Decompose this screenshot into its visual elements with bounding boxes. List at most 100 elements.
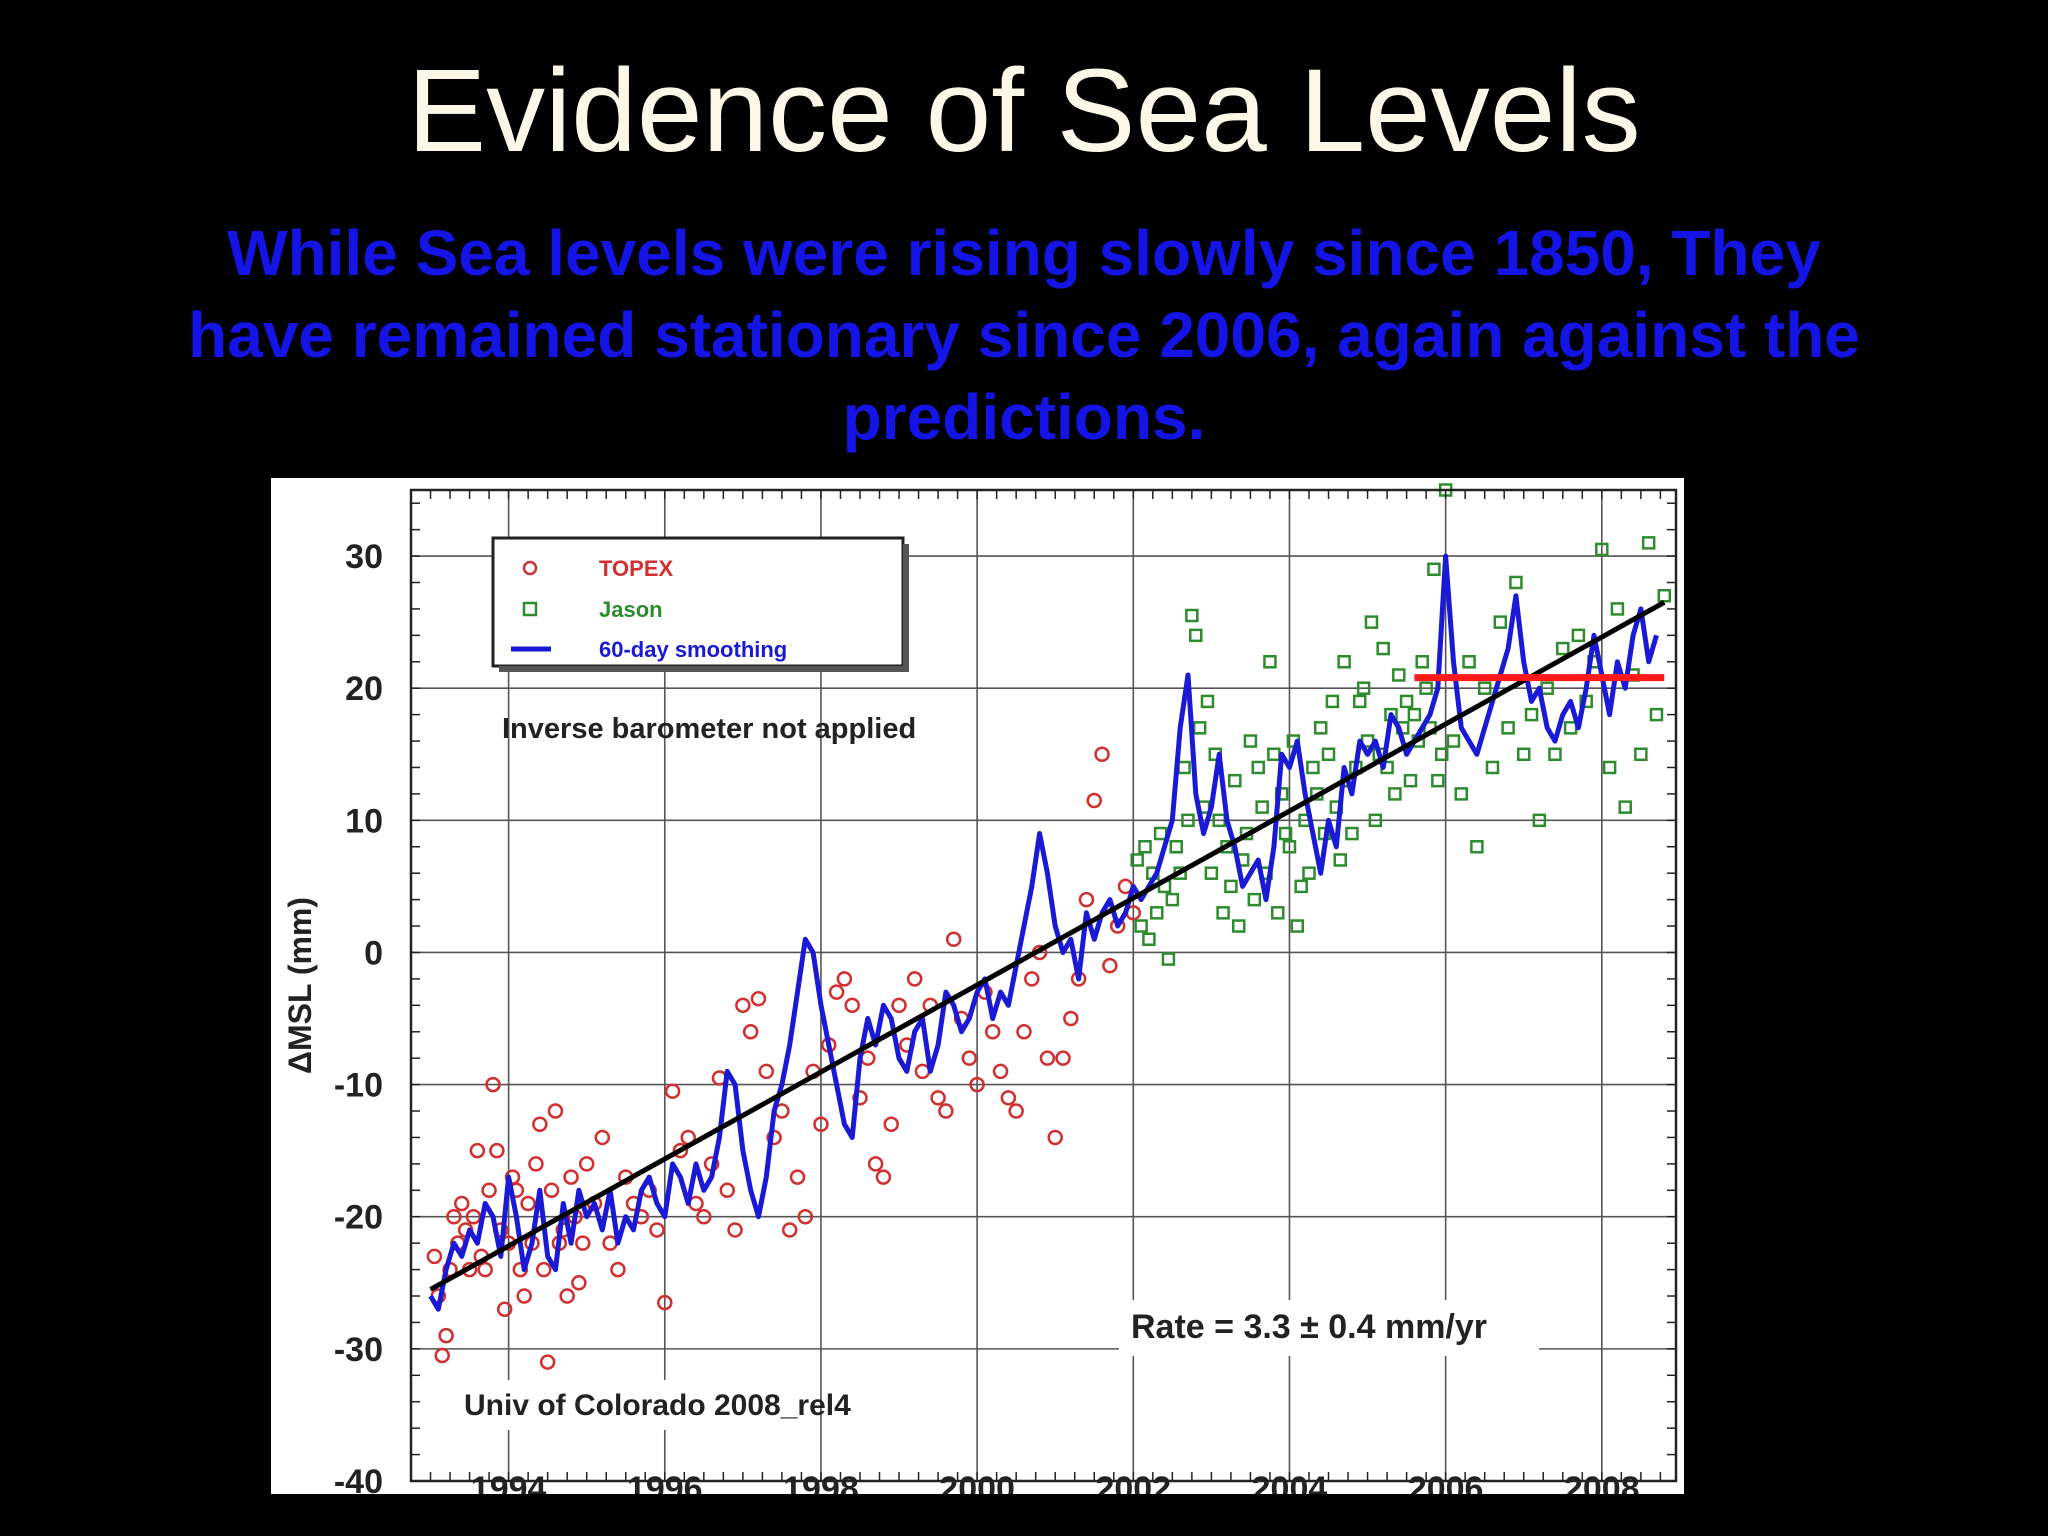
jason-point	[1403, 773, 1418, 788]
jason-point	[1138, 840, 1152, 854]
jason-point	[1407, 707, 1422, 722]
topex-point	[489, 1142, 505, 1159]
jason-point	[1353, 694, 1367, 709]
topex-point	[945, 931, 962, 948]
y-tick-label: -30	[334, 1331, 383, 1369]
jason-point	[1548, 747, 1562, 762]
slide-subtitle: While Sea levels were rising slowly sinc…	[188, 217, 1860, 453]
jason-point	[1142, 932, 1156, 947]
jason-point	[1294, 879, 1308, 894]
jason-point	[1563, 721, 1578, 735]
jason-point	[1130, 853, 1144, 867]
jason-point	[1485, 760, 1500, 775]
topex-point	[984, 1023, 1001, 1040]
jason-point	[1649, 707, 1664, 722]
jason-point	[1306, 760, 1320, 775]
jason-point	[1337, 655, 1351, 669]
jason-point	[1263, 655, 1277, 669]
topex-point	[758, 1063, 775, 1080]
topex-point	[438, 1327, 454, 1344]
y-tick-label: -10	[334, 1067, 383, 1105]
jason-point	[1493, 615, 1508, 629]
legend-label: TOPEX	[599, 556, 674, 581]
y-axis-label: ΔMSL (mm)	[282, 897, 318, 1074]
topex-point	[481, 1182, 497, 1199]
jason-point	[1181, 813, 1195, 828]
inverse-barometer-note: Inverse barometer not applied	[502, 713, 916, 745]
rate-label: Rate = 3.3 ± 0.4 mm/yr	[1131, 1308, 1487, 1346]
jason-point	[1192, 721, 1207, 735]
jason-point	[1325, 694, 1340, 709]
topex-point	[735, 997, 751, 1014]
jason-point	[1224, 879, 1238, 894]
jason-point	[1399, 694, 1414, 709]
jason-point	[1313, 721, 1328, 735]
jason-point	[1657, 588, 1672, 603]
topex-point	[992, 1063, 1009, 1080]
jason-point	[1169, 840, 1183, 854]
x-tick-label: 2006	[1408, 1470, 1484, 1494]
rate-label-bg	[1119, 1300, 1539, 1356]
topex-point	[610, 1261, 626, 1278]
topex-point	[469, 1142, 486, 1159]
topex-point	[813, 1116, 829, 1132]
topex-point	[828, 984, 845, 1000]
topex-point	[1055, 1050, 1071, 1066]
jason-point	[1532, 813, 1547, 828]
topex-point	[875, 1169, 892, 1185]
legend-shadow-bottom	[499, 666, 909, 672]
topex-point	[1024, 971, 1040, 987]
legend-topex-marker	[522, 560, 538, 576]
legend-shadow-right	[903, 544, 909, 670]
topex-point	[906, 971, 923, 987]
plot-frame	[409, 488, 1678, 1483]
jason-point	[1364, 615, 1379, 629]
topex-point	[672, 1142, 689, 1159]
topex-point	[719, 1182, 735, 1199]
topex-point	[578, 1156, 595, 1172]
topex-point	[961, 1050, 978, 1066]
y-tick-label: 20	[345, 670, 383, 708]
topex-point	[649, 1222, 665, 1238]
topex-point	[914, 1063, 931, 1080]
x-tick-label: 2000	[939, 1470, 1015, 1494]
jason-point	[1602, 760, 1617, 775]
jason-point	[1454, 787, 1469, 801]
jason-point	[1153, 826, 1168, 841]
topex-point	[1078, 891, 1095, 908]
topex-point	[528, 1156, 544, 1172]
jason-point	[1556, 641, 1570, 656]
y-tick-label: 10	[345, 802, 383, 840]
topex-point	[535, 1261, 552, 1278]
topex-point	[1000, 1090, 1017, 1106]
topex-point	[539, 1354, 556, 1370]
jason-point	[1477, 681, 1492, 695]
source-label-bg	[457, 1380, 807, 1430]
jason-point	[1419, 681, 1433, 695]
jason-point	[1524, 707, 1539, 722]
topex-point	[727, 1222, 743, 1238]
topex-point	[742, 1023, 759, 1040]
jason-point	[1618, 800, 1632, 814]
jason-point	[1251, 760, 1265, 775]
topex-point	[781, 1222, 798, 1238]
smoothing-line	[428, 553, 1659, 1312]
jason-point	[1501, 721, 1515, 735]
x-tick-label: 1994	[471, 1470, 547, 1494]
trend-line	[429, 600, 1666, 1292]
jason-point	[1415, 655, 1429, 669]
topex-point	[512, 1261, 529, 1278]
topex-point	[891, 997, 907, 1014]
jason-point	[1509, 575, 1523, 590]
jason-point	[1427, 562, 1441, 577]
annotations: Inverse barometer not applied Rate = 3.3 …	[457, 713, 1539, 1430]
series-layer	[426, 483, 1672, 1370]
legend-label: 60-day smoothing	[599, 637, 787, 662]
jason-point	[1216, 906, 1230, 920]
topex-point	[1047, 1129, 1063, 1146]
y-tick-label: 0	[364, 934, 383, 972]
x-tick-label: 1996	[627, 1470, 703, 1494]
legend: TOPEX Jason 60-day smoothing	[491, 536, 909, 672]
jason-point	[1149, 906, 1164, 920]
jason-point	[1321, 747, 1336, 762]
